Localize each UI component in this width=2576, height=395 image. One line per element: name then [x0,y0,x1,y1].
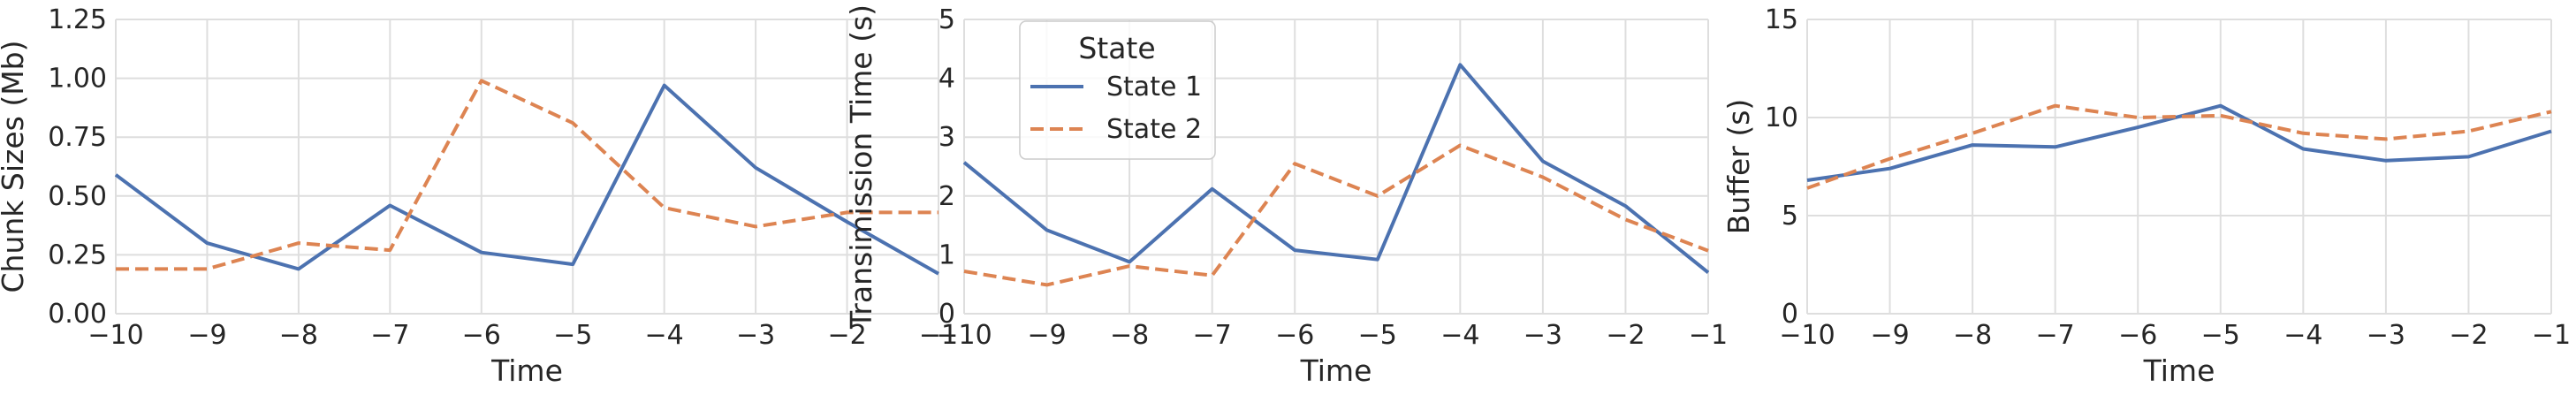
series-line-state-1 [962,63,1710,274]
legend-box [1019,20,1216,160]
x-tick-label: −3 [1524,320,1562,351]
x-tick-label: −9 [1870,320,1909,351]
x-tick-label: −8 [1953,320,1992,351]
x-tick-label: −8 [1110,320,1149,351]
x-axis-title: Time [490,353,563,388]
x-tick-label: −1 [919,320,958,351]
series-line-state-1 [114,83,939,276]
x-tick-label: −5 [2201,320,2240,351]
y-tick-label: 1.00 [48,64,107,95]
x-tick-label: −1 [2532,320,2571,351]
x-tick-label: −6 [462,320,501,351]
x-tick-label: −4 [1440,320,1479,351]
x-tick-label: −4 [2283,320,2322,351]
x-tick-label: −4 [645,320,684,351]
y-tick-label: 4 [938,64,955,95]
y-tick-label: 5 [938,4,955,35]
legend: State State 1 State 2 [1019,20,1216,160]
x-tick-label: −2 [2449,320,2488,351]
y-tick-label: 2 [938,181,955,212]
legend-label-state-2: State 2 [1106,114,1202,145]
x-tick-label: −7 [2036,320,2075,351]
chart-panel-transmission-time: −10 −9 −8 −7 −6 −5 −4 −3 −2 −1012345TimeTransimis… [844,4,1728,388]
y-axis-title: Transimission Time (s) [844,4,878,330]
y-tick-label: 0 [938,299,955,330]
y-axis-title: Chunk Sizes (Mb) [0,41,30,293]
x-axis-title: Time [1300,353,1372,388]
y-tick-label: 0.50 [48,181,107,212]
x-tick-label: −7 [1193,320,1232,351]
y-tick-label: 1 [938,239,955,270]
x-tick-label: −5 [553,320,592,351]
y-tick-label: 1.25 [48,4,107,35]
x-tick-label: −5 [1358,320,1397,351]
x-tick-label: −3 [2367,320,2405,351]
x-tick-label: −6 [1275,320,1314,351]
series-line-state-1 [1806,103,2552,182]
x-tick-label: −3 [736,320,775,351]
x-tick-label: −9 [187,320,226,351]
x-tick-label: −2 [827,320,866,351]
y-tick-label: 0.75 [48,122,107,153]
legend-title: State [1078,31,1155,65]
y-axis-title: Buffer (s) [1721,99,1756,235]
x-tick-label: −7 [370,320,409,351]
x-tick-label: −9 [1027,320,1066,351]
legend-label-state-1: State 1 [1106,72,1202,103]
x-tick-label: −10 [1779,320,1835,351]
y-tick-label: 0.25 [48,239,107,270]
y-tick-label: 0 [1782,299,1798,330]
x-tick-label: −10 [87,320,143,351]
series-line-state-2 [116,79,938,271]
chart-panel-chunk-sizes: −10 −9 −8 −7 −6 −5 −4 −3 −2 −1 0.00 0.25 0.50 0.75 1.0… [0,4,958,388]
y-tick-label: 5 [1782,201,1798,232]
x-tick-label: −10 [936,320,992,351]
x-axis-title: Time [2143,353,2215,388]
x-tick-label: −1 [1689,320,1728,351]
x-tick-label: −8 [279,320,318,351]
y-tick-label: 15 [1765,4,1798,35]
y-tick-label: 0.00 [48,299,107,330]
y-tick-label: 10 [1765,103,1798,133]
series-line-state-2 [963,143,1709,287]
x-tick-label: −2 [1606,320,1645,351]
y-tick-label: 3 [938,122,955,153]
x-tick-label: −6 [2118,320,2157,351]
